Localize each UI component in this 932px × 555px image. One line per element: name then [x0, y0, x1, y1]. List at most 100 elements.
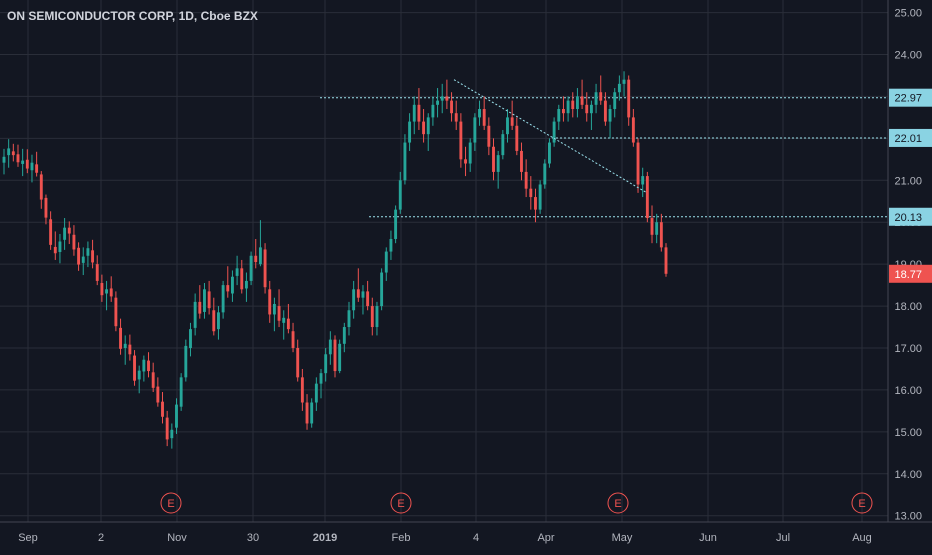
- price-tick-label: 17.00: [894, 343, 922, 355]
- candle-body: [436, 100, 440, 105]
- time-tick-label: May: [612, 532, 633, 544]
- candle-body: [631, 117, 635, 143]
- candle-body: [603, 100, 607, 122]
- candle-body: [240, 268, 244, 290]
- candle-body: [440, 96, 444, 101]
- candle-body: [534, 197, 537, 210]
- candle-body: [86, 248, 90, 256]
- candle-body: [221, 285, 225, 313]
- candle-body: [431, 104, 435, 118]
- candle-body: [459, 121, 463, 160]
- candle-body: [580, 96, 584, 105]
- candle-body: [109, 288, 113, 297]
- candle-body: [445, 96, 449, 101]
- candle-body: [575, 96, 579, 110]
- time-tick-label: Jun: [699, 532, 717, 544]
- candle-body: [636, 142, 640, 185]
- candle-body: [645, 176, 649, 219]
- candle-body: [328, 339, 332, 355]
- candle-body: [151, 372, 155, 388]
- price-tick-label: 13.00: [894, 511, 922, 523]
- candle-body: [244, 280, 248, 289]
- candle-body: [347, 310, 351, 328]
- earnings-marker-circle: [851, 492, 873, 514]
- candle-body: [538, 184, 542, 210]
- candle-body: [296, 348, 300, 378]
- candle-body: [272, 303, 276, 315]
- candle-body: [608, 109, 612, 122]
- candle-body: [599, 92, 603, 101]
- candle-body: [422, 121, 426, 135]
- candle-body: [235, 268, 239, 276]
- candle-body: [16, 154, 20, 163]
- candle-body: [389, 238, 393, 252]
- candle-body: [21, 160, 25, 164]
- candle-body: [571, 100, 575, 110]
- candle-body: [655, 222, 659, 235]
- candle-body: [277, 306, 281, 321]
- price-label-badge: [889, 88, 932, 107]
- candle-body: [501, 134, 505, 156]
- candle-body: [58, 241, 62, 252]
- candle-body: [91, 250, 95, 263]
- candle-body: [650, 218, 654, 235]
- candle-body: [594, 92, 598, 105]
- candle-body: [464, 159, 467, 164]
- candle-body: [179, 377, 183, 407]
- time-tick-label: 30: [247, 532, 259, 544]
- candle-body: [49, 219, 53, 245]
- candle-body: [366, 291, 370, 307]
- price-label: 22.97: [894, 93, 922, 105]
- candle-body: [398, 180, 402, 210]
- candle-body: [557, 109, 561, 122]
- candle-body: [7, 148, 11, 156]
- candle-body: [375, 306, 379, 328]
- price-label: 22.01: [894, 133, 922, 145]
- candle-body: [254, 255, 258, 263]
- price-tick-label: 25.00: [894, 8, 922, 20]
- candle-body: [72, 234, 76, 250]
- candle-body: [529, 188, 533, 198]
- candle-body: [659, 222, 663, 248]
- candle-body: [207, 291, 211, 309]
- candle-body: [25, 159, 29, 169]
- candle-body: [543, 163, 547, 185]
- candle-body: [417, 104, 421, 122]
- candle-body: [613, 92, 617, 110]
- symbol-title[interactable]: ON SEMICONDUCTOR CORP, 1D, Cboe BZX: [7, 9, 258, 23]
- time-tick-label: 2: [98, 532, 104, 544]
- time-axis[interactable]: Sep 2 Nov 30 2019 Feb 4 Apr May Jun Jul Aug: [18, 532, 872, 544]
- time-tick-label: 2019: [313, 532, 337, 544]
- candle-body: [291, 331, 295, 348]
- candle-body: [137, 370, 141, 380]
- candle-body: [450, 100, 453, 114]
- time-tick-label: Sep: [18, 532, 38, 544]
- trendline: [453, 79, 648, 194]
- candle-body: [520, 150, 523, 172]
- candle-body: [627, 79, 631, 118]
- earnings-marker-label: E: [397, 498, 404, 510]
- candle-body: [249, 255, 253, 281]
- candle-body: [170, 429, 174, 439]
- price-label: 18.77: [894, 269, 922, 281]
- candle-body: [426, 117, 430, 135]
- price-axis[interactable]: 25.0024.0023.0022.0021.0020.0019.0018.00…: [889, 8, 932, 523]
- candle-body: [128, 344, 132, 355]
- trendline: [453, 79, 648, 194]
- grid: [0, 0, 888, 522]
- candle-body: [193, 301, 197, 328]
- candle-body: [664, 247, 668, 274]
- candle-body: [100, 283, 104, 296]
- candle-body: [217, 312, 220, 330]
- candle-body: [305, 402, 309, 424]
- candle-body: [156, 386, 160, 403]
- candle-body: [147, 360, 150, 372]
- candle-body: [63, 227, 67, 240]
- price-label-badge: [889, 264, 932, 283]
- price-tick-label: 16.00: [894, 385, 922, 397]
- candle-body: [492, 146, 495, 172]
- candle-body: [114, 297, 118, 327]
